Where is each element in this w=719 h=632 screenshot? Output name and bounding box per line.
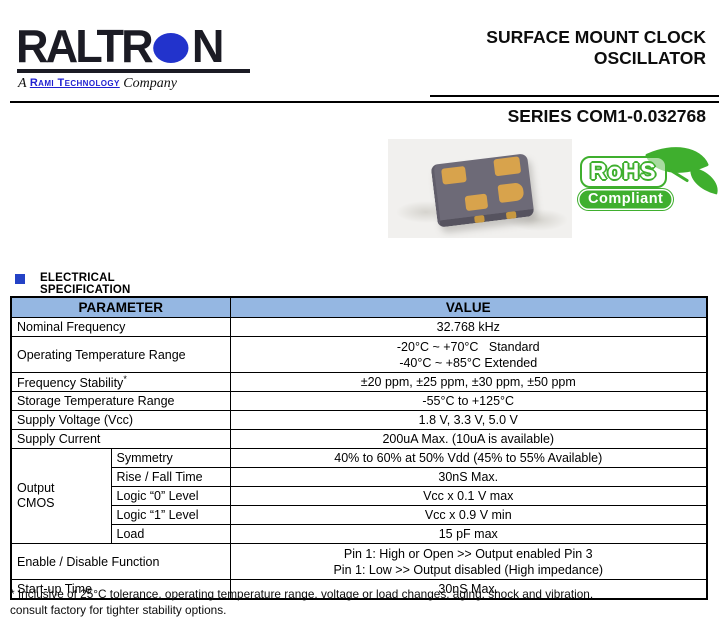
value-cell: 1.8 V, 3.3 V, 5.0 V [229, 410, 708, 430]
value-line: Pin 1: Low >> Output disabled (High impe… [333, 562, 604, 577]
section-title: ELECTRICAL SPECIFICATION [40, 272, 131, 296]
table-row: Supply Voltage (Vcc) 1.8 V, 3.3 V, 5.0 V [10, 410, 708, 430]
series-title: SERIES COM1-0.032768 [507, 106, 706, 126]
value-cell: 32.768 kHz [229, 317, 708, 337]
col-header-parameter: PARAMETER [10, 296, 231, 318]
product-photo [388, 139, 572, 238]
oscillator-chip-image [430, 153, 535, 228]
table-row: Output CMOS Symmetry 40% to 60% at 50% Vd… [10, 448, 708, 544]
chip-castellation [474, 215, 485, 224]
chip-pad [464, 193, 489, 212]
group-label-cell: Output CMOS [10, 448, 112, 544]
logo-text-left: RALTR [16, 20, 154, 72]
footnote: * Inclusive of 25°C tolerance, operating… [10, 586, 715, 618]
logo-underline [17, 69, 250, 73]
col-header-value: VALUE [229, 296, 708, 318]
chip-castellation [505, 211, 517, 220]
subparam-cell: Load [110, 524, 231, 544]
table-row: Logic “0” Level Vcc x 0.1 V max [11, 486, 708, 506]
table-row: Enable / Disable Function Pin 1: High or… [10, 543, 708, 580]
table-row: Start-up Time 30nS Max. [10, 579, 708, 600]
chip-pad [497, 182, 525, 204]
header-rule-short [430, 95, 719, 97]
table-row: Rise / Fall Time 30nS Max. [11, 467, 708, 487]
chip-pad [441, 165, 467, 185]
param-cell: Supply Voltage (Vcc) [10, 410, 231, 430]
doc-title-line2: OSCILLATOR [593, 48, 706, 68]
rohs-compliant-label: Compliant [578, 189, 674, 210]
subparam-cell: Logic “0” Level [110, 486, 231, 506]
rohs-label: RoHS [580, 156, 667, 188]
table-row: Logic “1” Level Vcc x 0.9 V min [11, 505, 708, 525]
rami-technology-link: Rami Technology [29, 77, 120, 89]
group-label-line: CMOS [17, 496, 55, 510]
param-cell: Operating Temperature Range [10, 336, 231, 373]
logo-text-right: N [191, 20, 225, 72]
footnote-marker: * [123, 373, 127, 384]
table-row: Supply Current 200uA Max. (10uA is avail… [10, 429, 708, 449]
tagline-company: Company [123, 76, 177, 91]
footnote-line2: consult factory for tighter stability op… [10, 603, 227, 617]
group-label-line: Output [17, 481, 55, 495]
tagline-a: A [18, 76, 27, 91]
value-cell: 15 pF max [229, 524, 708, 544]
table-row: Storage Temperature Range -55°C to +125°… [10, 391, 708, 411]
table-row: Operating Temperature Range -20°C ~ +70°… [10, 336, 708, 373]
value-line: -20°C ~ +70°C Standard [396, 339, 540, 354]
param-label: Frequency Stability [17, 376, 124, 391]
doc-title-line1: SURFACE MOUNT CLOCK [486, 27, 706, 47]
logo-tagline: A Rami Technology Company [18, 76, 177, 92]
logo-o-icon [153, 33, 189, 63]
raltron-logo: RALTR N [16, 23, 224, 69]
value-cell: 200uA Max. (10uA is available) [229, 429, 708, 449]
header-rule [10, 101, 719, 103]
value-cell: 40% to 60% at 50% Vdd (45% to 55% Availa… [229, 448, 708, 468]
spec-table: PARAMETER VALUE Nominal Frequency 32.768… [10, 296, 708, 600]
rohs-badge: RoHS Compliant [578, 132, 719, 220]
param-cell: Supply Current [10, 429, 231, 449]
subparam-cell: Logic “1” Level [110, 505, 231, 525]
leaf-icon [685, 166, 719, 195]
value-cell: ±20 ppm, ±25 ppm, ±30 ppm, ±50 ppm [229, 372, 708, 392]
value-line: Pin 1: High or Open >> Output enabled Pi… [343, 546, 593, 561]
param-cell: Nominal Frequency [10, 317, 231, 337]
value-cell: -20°C ~ +70°C Standard -40°C ~ +85°C Exte… [229, 336, 708, 373]
table-row: Nominal Frequency 32.768 kHz [10, 317, 708, 337]
value-cell: 30nS Max. [229, 579, 708, 600]
value-line: -40°C ~ +85°C Extended [399, 355, 538, 370]
subparam-cell: Symmetry [110, 448, 231, 468]
section-bullet-icon [15, 274, 25, 284]
param-cell: Enable / Disable Function [10, 543, 231, 580]
param-cell: Frequency Stability* [10, 372, 231, 392]
chip-pad [493, 156, 522, 177]
footnote-line1: * Inclusive of 25°C tolerance, operating… [10, 587, 594, 601]
value-cell: Pin 1: High or Open >> Output enabled Pi… [229, 543, 708, 580]
subparam-cell: Rise / Fall Time [110, 467, 231, 487]
table-row: Frequency Stability* ±20 ppm, ±25 ppm, ±… [10, 372, 708, 392]
value-cell: -55°C to +125°C [229, 391, 708, 411]
param-cell: Start-up Time [10, 579, 231, 600]
value-cell: Vcc x 0.9 V min [229, 505, 708, 525]
value-cell: Vcc x 0.1 V max [229, 486, 708, 506]
param-cell: Storage Temperature Range [10, 391, 231, 411]
table-row: Load 15 pF max [11, 524, 708, 544]
doc-title: SURFACE MOUNT CLOCK OSCILLATOR [486, 27, 706, 69]
value-cell: 30nS Max. [229, 467, 708, 487]
table-header-row: PARAMETER VALUE [10, 296, 708, 318]
